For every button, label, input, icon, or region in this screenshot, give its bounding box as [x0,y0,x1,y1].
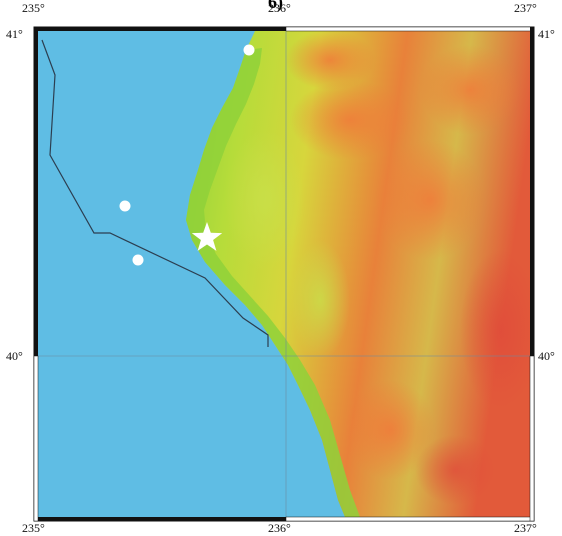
station-dot [132,254,144,266]
star-marker [191,222,223,251]
tick-left-40: 40° [6,349,23,363]
tick-left-41: 41° [6,27,23,41]
panel-label: 6) [268,0,283,12]
terrain-shading [225,31,530,505]
station-dot [243,44,255,56]
tick-right-41: 41° [538,27,555,41]
coastal-lowland [186,48,360,517]
station-dot [119,200,131,212]
map-frame [33,26,535,522]
tick-bottom-237: 237° [514,521,537,535]
tick-top-236: 236° [268,1,291,15]
tick-bottom-235: 235° [22,521,45,535]
tick-bottom-236: 236° [268,521,291,535]
tick-top-235: 235° [22,1,45,15]
tick-top-237: 237° [514,1,537,15]
plate-boundary-line [41,39,269,347]
tick-right-40: 40° [538,349,555,363]
